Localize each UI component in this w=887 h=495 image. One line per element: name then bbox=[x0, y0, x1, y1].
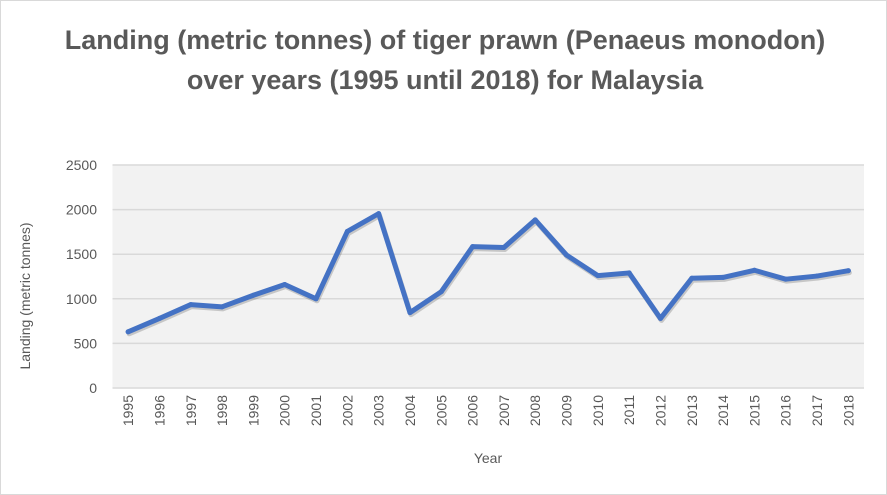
y-axis-label: Landing (metric tonnes) bbox=[17, 222, 33, 369]
x-tick-label: 2001 bbox=[308, 395, 324, 426]
data-point-2011 bbox=[626, 270, 632, 276]
data-point-2009 bbox=[564, 252, 570, 258]
data-point-2005 bbox=[438, 289, 444, 295]
data-point-1996 bbox=[156, 315, 162, 321]
plot-area bbox=[112, 165, 864, 388]
data-point-1998 bbox=[219, 304, 225, 310]
data-point-2016 bbox=[783, 276, 789, 282]
data-point-2000 bbox=[282, 282, 288, 288]
x-tick-label: 1997 bbox=[183, 395, 199, 426]
x-axis-label: Year bbox=[474, 450, 503, 466]
data-point-2012 bbox=[657, 315, 663, 321]
y-tick-label: 2000 bbox=[66, 202, 97, 218]
data-point-2010 bbox=[595, 273, 601, 279]
x-tick-label: 2015 bbox=[746, 395, 762, 426]
data-point-2002 bbox=[344, 228, 350, 234]
data-point-2014 bbox=[720, 274, 726, 280]
x-tick-label: 2018 bbox=[840, 395, 856, 426]
y-tick-label: 0 bbox=[89, 380, 97, 396]
x-tick-label: 1995 bbox=[120, 395, 136, 426]
data-point-2004 bbox=[407, 310, 413, 316]
x-tick-label: 1998 bbox=[214, 395, 230, 426]
x-tick-label: 2009 bbox=[559, 395, 575, 426]
y-tick-label: 500 bbox=[74, 335, 98, 351]
data-point-2008 bbox=[532, 217, 538, 223]
x-tick-label: 2010 bbox=[590, 395, 606, 426]
data-point-2001 bbox=[313, 296, 319, 302]
x-tick-label: 2012 bbox=[652, 395, 668, 426]
x-tick-label: 2006 bbox=[465, 395, 481, 426]
x-tick-label: 2005 bbox=[433, 395, 449, 426]
data-point-2013 bbox=[689, 275, 695, 281]
y-tick-label: 1000 bbox=[66, 291, 97, 307]
data-point-2017 bbox=[814, 273, 820, 279]
x-tick-label: 2002 bbox=[339, 395, 355, 426]
y-tick-label: 2500 bbox=[66, 157, 97, 173]
x-tick-label: 1999 bbox=[245, 395, 261, 426]
x-tick-label: 2003 bbox=[371, 395, 387, 426]
x-tick-label: 2004 bbox=[402, 395, 418, 426]
x-tick-label: 2011 bbox=[621, 395, 637, 425]
x-tick-label: 2016 bbox=[778, 395, 794, 426]
data-point-2007 bbox=[501, 245, 507, 251]
x-tick-label: 2008 bbox=[527, 395, 543, 426]
x-tick-label: 2014 bbox=[715, 395, 731, 426]
series-line bbox=[125, 211, 851, 335]
chart-title: Landing (metric tonnes) of tiger prawn (… bbox=[64, 25, 826, 95]
x-tick-label: 2017 bbox=[809, 395, 825, 426]
x-tick-label: 2007 bbox=[496, 395, 512, 426]
data-point-1999 bbox=[250, 292, 256, 298]
data-point-1997 bbox=[188, 302, 194, 308]
x-tick-label: 2013 bbox=[684, 395, 700, 426]
x-tick-label: 1996 bbox=[151, 395, 167, 426]
data-point-2006 bbox=[470, 244, 476, 250]
data-point-2003 bbox=[376, 211, 382, 217]
data-point-2018 bbox=[845, 268, 851, 274]
data-point-2015 bbox=[751, 267, 757, 273]
y-tick-label: 1500 bbox=[66, 246, 97, 262]
x-tick-label: 2000 bbox=[277, 395, 293, 426]
data-point-1995 bbox=[125, 329, 131, 335]
